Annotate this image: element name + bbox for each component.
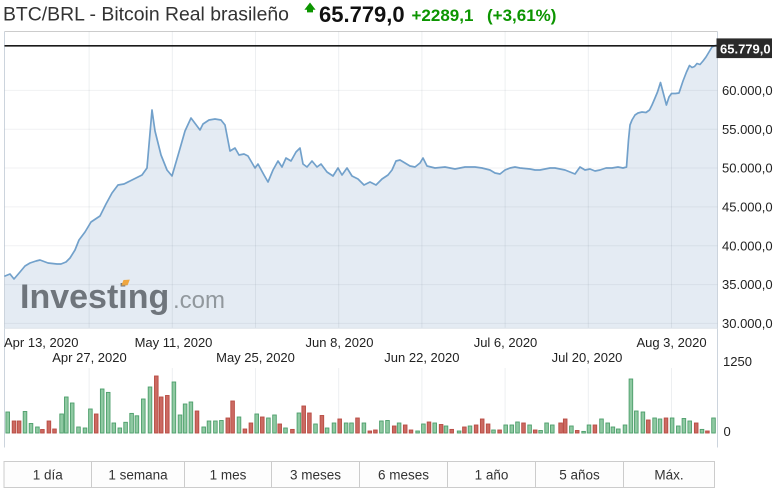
svg-text:1 semana: 1 semana (108, 468, 168, 483)
svg-text:Jul 20, 2020: Jul 20, 2020 (552, 350, 623, 365)
svg-text:Apr 27, 2020: Apr 27, 2020 (52, 350, 126, 365)
svg-text:Jun 22, 2020: Jun 22, 2020 (384, 350, 459, 365)
svg-text:Investing: Investing (20, 278, 169, 316)
svg-text:.com: .com (173, 287, 225, 314)
svg-text:55.000,0: 55.000,0 (722, 122, 773, 137)
svg-text:30.000,0: 30.000,0 (722, 316, 773, 331)
svg-text:1 día: 1 día (33, 468, 64, 483)
svg-text:Jun 8, 2020: Jun 8, 2020 (306, 335, 374, 350)
svg-text:Aug 3, 2020: Aug 3, 2020 (636, 335, 706, 350)
svg-text:6 meses: 6 meses (378, 468, 429, 483)
svg-text:50.000,0: 50.000,0 (722, 161, 773, 176)
svg-text:1250: 1250 (723, 354, 752, 369)
svg-text:40.000,0: 40.000,0 (722, 238, 773, 253)
svg-text:BTC/BRL - Bitcoin Real brasile: BTC/BRL - Bitcoin Real brasileño (3, 4, 289, 26)
svg-text:1 año: 1 año (475, 468, 509, 483)
svg-text:65.779,0: 65.779,0 (319, 2, 405, 27)
svg-text:60.000,0: 60.000,0 (722, 83, 773, 98)
svg-text:45.000,0: 45.000,0 (722, 200, 773, 215)
svg-text:0: 0 (724, 424, 731, 439)
svg-text:Máx.: Máx. (654, 468, 683, 483)
svg-text:5 años: 5 años (559, 468, 600, 483)
svg-text:35.000,0: 35.000,0 (722, 277, 773, 292)
svg-text:(+3,61%): (+3,61%) (487, 6, 556, 25)
svg-text:3 meses: 3 meses (290, 468, 341, 483)
svg-text:May 11, 2020: May 11, 2020 (135, 335, 213, 350)
svg-text:1 mes: 1 mes (210, 468, 247, 483)
svg-text:Jul 6, 2020: Jul 6, 2020 (474, 335, 538, 350)
svg-text:May 25, 2020: May 25, 2020 (216, 350, 295, 365)
svg-text:65.779,0: 65.779,0 (720, 41, 771, 56)
svg-text:Apr 13, 2020: Apr 13, 2020 (4, 335, 78, 350)
svg-text:+2289,1: +2289,1 (412, 6, 474, 25)
